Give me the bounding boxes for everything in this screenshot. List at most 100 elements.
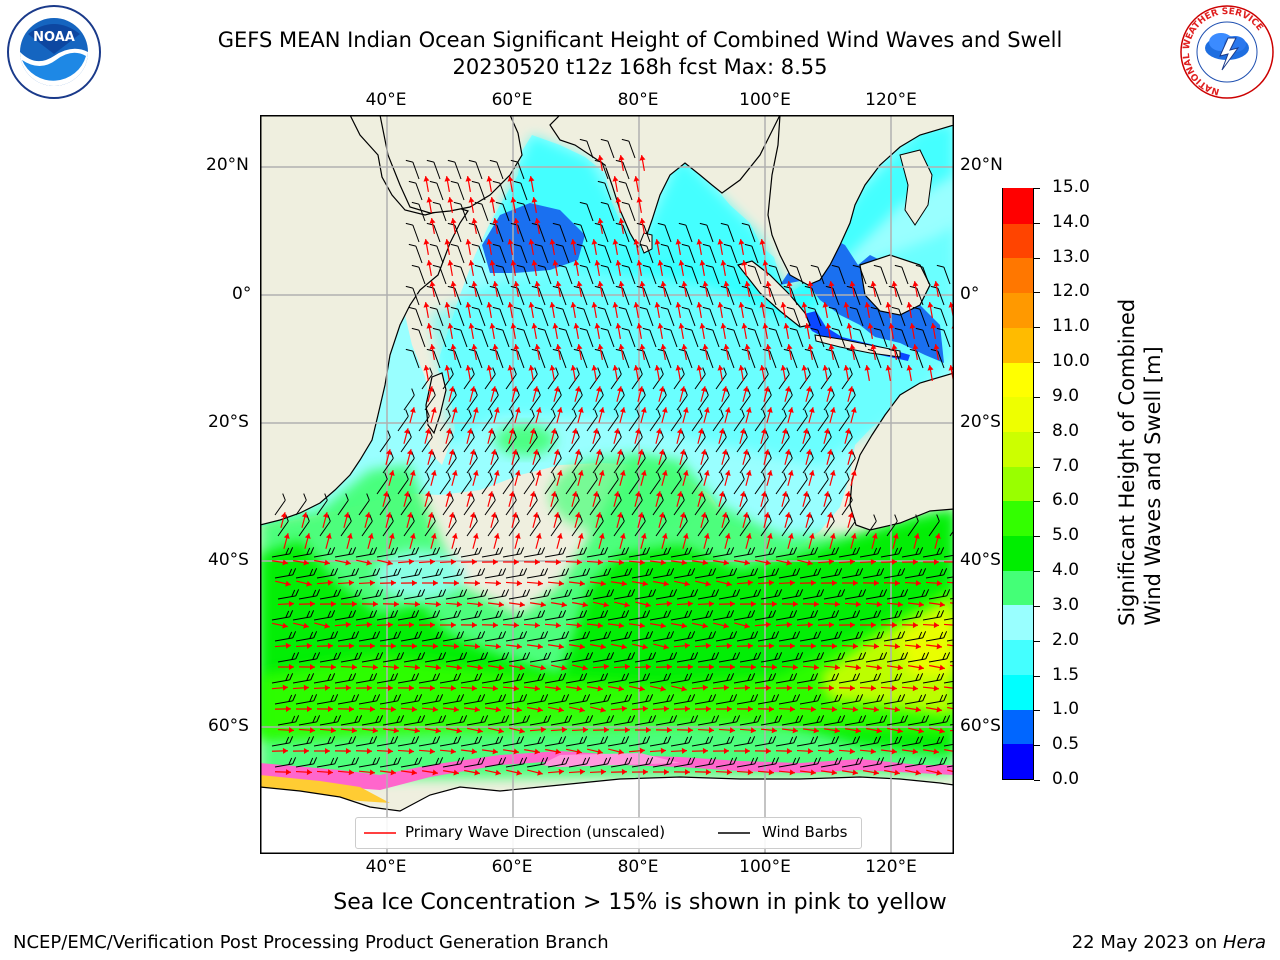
wave-direction-arrow [314, 748, 330, 754]
wave-direction-arrow [864, 302, 871, 318]
wind-barb [715, 430, 727, 453]
wave-direction-arrow [570, 239, 577, 255]
wave-direction-arrow [629, 685, 645, 692]
wave-direction-arrow [484, 580, 502, 587]
wind-barb [739, 652, 762, 663]
wind-barb [298, 589, 321, 600]
wind-barb [358, 631, 381, 642]
wind-barb [516, 201, 531, 222]
wave-direction-arrow [844, 664, 862, 671]
wave-direction-arrow [739, 727, 757, 734]
wind-barb [547, 568, 570, 579]
wave-direction-arrow [734, 748, 750, 754]
wind-barb [757, 493, 769, 516]
wind-barb [607, 409, 619, 432]
wind-barb [316, 694, 339, 705]
wind-barb [631, 430, 643, 453]
wave-direction-arrow [796, 748, 814, 755]
wind-barb [358, 568, 381, 579]
wind-barb [424, 451, 436, 474]
wave-direction-arrow [313, 684, 331, 691]
wind-barb [487, 514, 499, 537]
wave-direction-arrow [823, 664, 841, 671]
wind-barb [642, 264, 657, 285]
wind-barb [421, 568, 444, 579]
wind-barb [453, 264, 468, 285]
wind-barb [928, 514, 940, 537]
wave-direction-arrow [618, 281, 625, 297]
wave-direction-arrow [379, 579, 397, 586]
wind-barb [592, 652, 615, 663]
wind-barb [649, 736, 672, 747]
wind-barb [907, 514, 919, 537]
wave-direction-arrow [534, 218, 541, 234]
wind-barb [298, 652, 321, 663]
wind-barb [466, 451, 478, 474]
wave-direction-arrow [778, 769, 796, 776]
wind-barb [697, 388, 709, 411]
wind-barb [445, 715, 468, 726]
lon-label-top-120e: 120°E [865, 90, 917, 110]
wind-barb [781, 514, 793, 537]
wave-direction-arrow [844, 601, 862, 608]
wave-direction-arrow [925, 580, 943, 587]
india-coastline [549, 115, 781, 248]
colorbar-swatch [1003, 639, 1033, 675]
wind-barb [547, 493, 559, 516]
wave-direction-arrow [493, 407, 500, 423]
wind-barb [400, 430, 412, 453]
wave-direction-arrow [427, 449, 434, 465]
wave-direction-arrow [634, 491, 641, 507]
wave-direction-arrow [615, 197, 622, 213]
wind-barb [334, 610, 357, 621]
wave-direction-arrow [409, 470, 416, 486]
wind-barb [418, 472, 430, 495]
wind-barb [298, 715, 321, 726]
wind-barb [841, 568, 864, 579]
colorbar-tick-mark [1034, 745, 1040, 747]
wave-direction-arrow [776, 559, 792, 566]
wave-direction-arrow [301, 512, 308, 528]
wave-direction-arrow [489, 323, 496, 339]
wind-barb [439, 673, 462, 684]
wind-barb [565, 610, 588, 621]
wave-direction-arrow [597, 344, 604, 360]
wind-barb [781, 715, 804, 726]
wave-direction-arrow [674, 580, 690, 587]
wind-barb [502, 472, 514, 495]
wind-barb [586, 673, 609, 684]
wave-direction-arrow [592, 491, 599, 507]
wind-barb [739, 388, 751, 411]
wave-direction-arrow [397, 558, 415, 565]
wind-barb [733, 736, 756, 747]
wave-direction-arrow [657, 260, 664, 276]
wind-barb [547, 430, 559, 453]
southeast-asia-coastline [767, 115, 954, 286]
wave-direction-arrow [334, 621, 352, 628]
wind-barb [505, 694, 528, 705]
wave-direction-arrow [448, 512, 455, 528]
wave-direction-arrow [613, 663, 631, 670]
wave-direction-arrow [611, 580, 627, 587]
wind-barb [739, 514, 751, 537]
wind-barb [319, 715, 342, 726]
wave-direction-arrow [694, 642, 712, 649]
wave-direction-arrow [618, 155, 625, 171]
wave-direction-arrow [757, 706, 775, 713]
wave-direction-arrow [841, 706, 859, 713]
wind-barb [337, 757, 360, 768]
wind-barb [691, 736, 714, 747]
wind-barb [936, 327, 951, 348]
wind-barb [555, 243, 570, 264]
wave-direction-arrow [829, 407, 836, 423]
wind-barb [718, 652, 741, 663]
wind-barb [747, 264, 762, 285]
wind-barb [292, 547, 315, 558]
wave-direction-arrow [429, 344, 436, 360]
wave-direction-arrow [718, 600, 736, 607]
wind-barb [810, 264, 825, 285]
colorbar-swatch [1003, 257, 1033, 294]
wave-direction-arrow [508, 491, 515, 507]
wind-barb [589, 694, 612, 705]
wind-barb [526, 631, 549, 642]
